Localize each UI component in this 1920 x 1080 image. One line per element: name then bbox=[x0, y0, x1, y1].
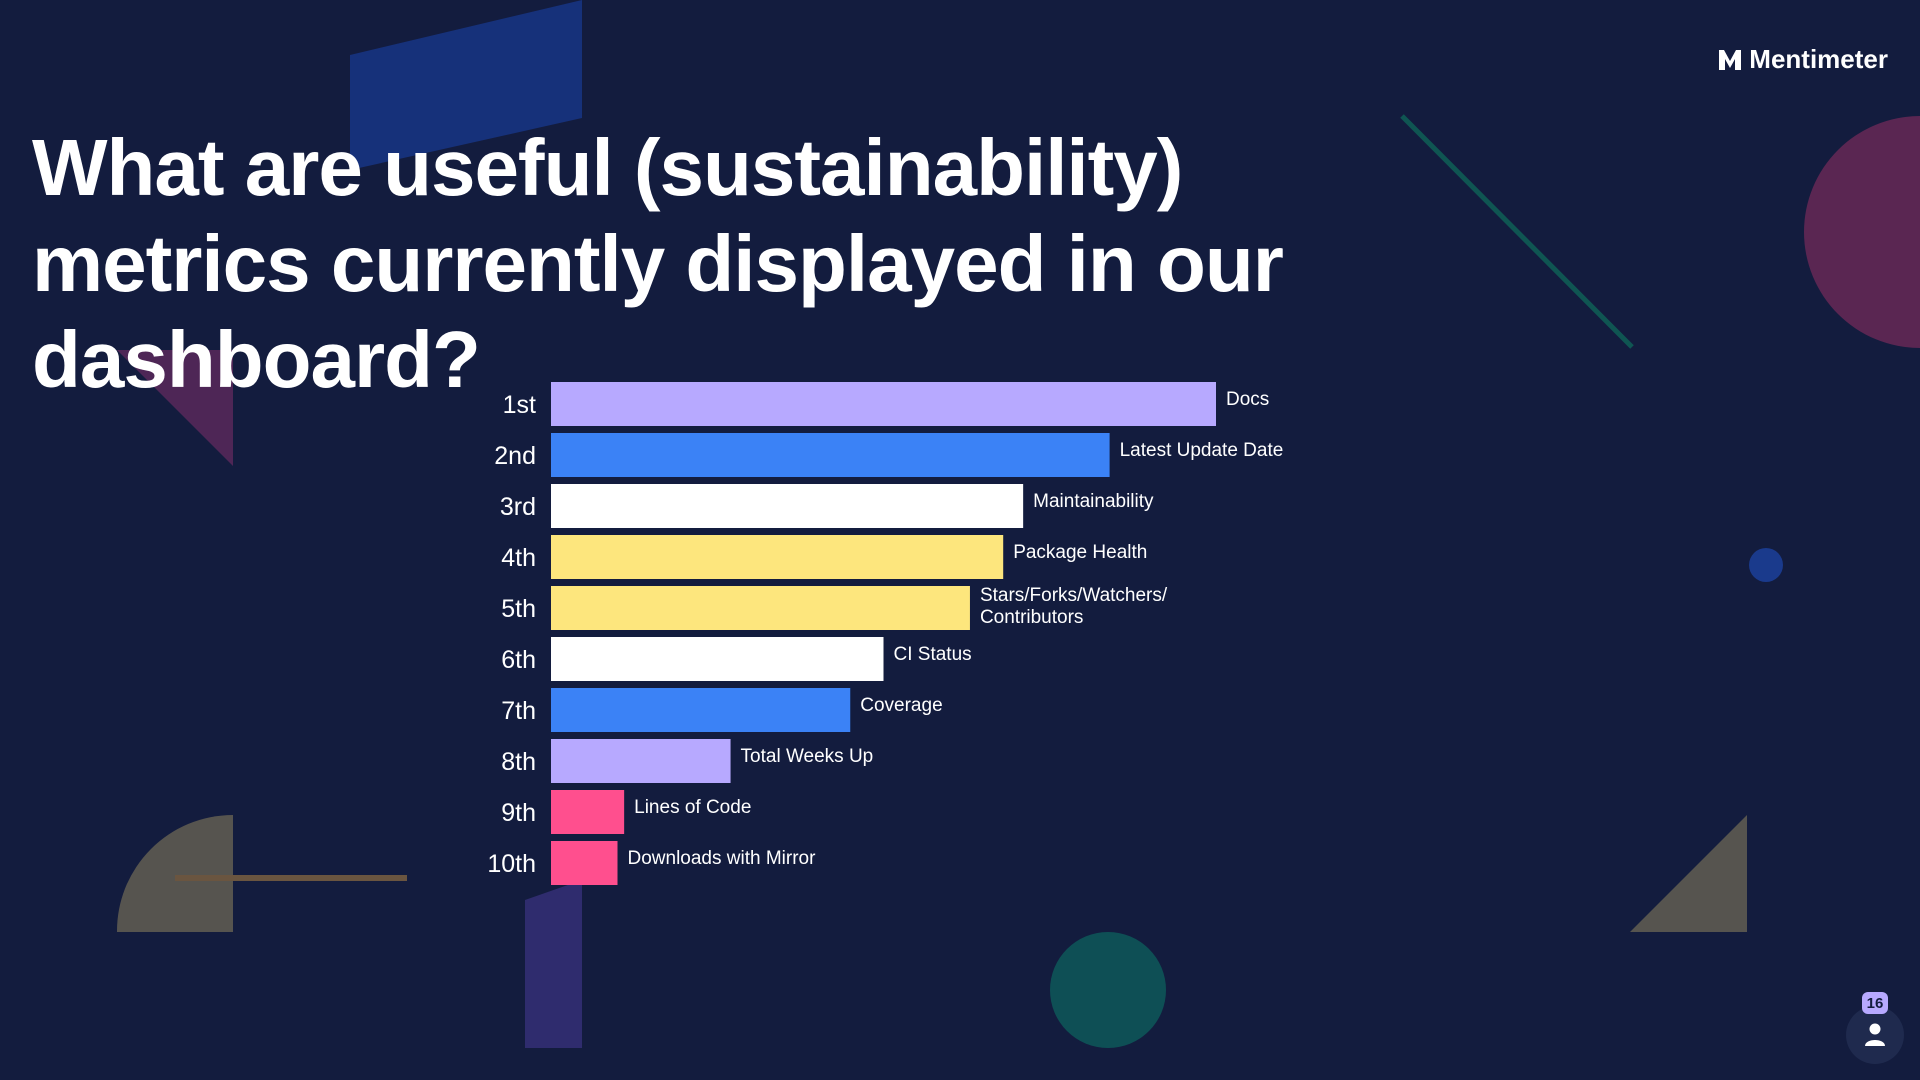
bar bbox=[551, 637, 884, 681]
deco-brown-line bbox=[175, 875, 407, 881]
bar-label: Coverage bbox=[860, 695, 942, 716]
participant-count-badge: 16 bbox=[1862, 992, 1888, 1014]
deco-purple-triangle bbox=[117, 350, 233, 466]
mentimeter-logo: Mentimeter bbox=[1719, 44, 1888, 75]
deco-maroon-semicircle bbox=[1804, 116, 1920, 348]
person-icon bbox=[1865, 1023, 1885, 1046]
rank-label: 4th bbox=[501, 544, 536, 572]
bar-label: Maintainability bbox=[1033, 491, 1154, 512]
bar bbox=[551, 382, 1216, 426]
deco-olive-quarter bbox=[116, 815, 233, 932]
deco-blue-dot bbox=[1749, 548, 1783, 582]
rank-label: 3rd bbox=[500, 493, 536, 521]
rank-label: 8th bbox=[501, 748, 536, 776]
bar bbox=[551, 739, 731, 783]
rank-label: 2nd bbox=[494, 442, 536, 470]
bar-label: Stars/Forks/Watchers/Contributors bbox=[980, 585, 1168, 628]
rank-label: 5th bbox=[501, 595, 536, 623]
rank-label: 9th bbox=[501, 799, 536, 827]
bar-label: Docs bbox=[1226, 389, 1269, 410]
bar-label: CI Status bbox=[894, 644, 972, 665]
brand-name: Mentimeter bbox=[1749, 44, 1888, 74]
bar-label: Total Weeks Up bbox=[741, 746, 874, 767]
deco-teal-line bbox=[1400, 114, 1634, 349]
deco-olive-triangle bbox=[1630, 815, 1747, 932]
rank-label: 1st bbox=[503, 391, 536, 419]
deco-blue-parallelogram bbox=[350, 0, 582, 170]
bar bbox=[551, 535, 1004, 579]
slide-title: What are useful (sustainability) metrics… bbox=[32, 123, 1284, 404]
bar bbox=[551, 688, 851, 732]
rank-label: 6th bbox=[501, 646, 536, 674]
rank-label: 10th bbox=[487, 850, 536, 878]
bar bbox=[551, 586, 970, 630]
bar bbox=[551, 841, 618, 885]
bar bbox=[551, 790, 625, 834]
bar-label: Lines of Code bbox=[634, 797, 751, 818]
deco-purple-bar bbox=[525, 880, 582, 1048]
bar-label: Latest Update Date bbox=[1120, 440, 1284, 461]
bar-label: Downloads with Mirror bbox=[628, 848, 817, 869]
bar bbox=[551, 484, 1024, 528]
deco-teal-circle bbox=[1050, 932, 1166, 1048]
participants-button[interactable]: 16 bbox=[1846, 992, 1904, 1064]
bar-label: Package Health bbox=[1013, 542, 1147, 563]
bar bbox=[551, 433, 1110, 477]
rank-label: 7th bbox=[501, 697, 536, 725]
mentimeter-logo-icon bbox=[1719, 49, 1742, 70]
